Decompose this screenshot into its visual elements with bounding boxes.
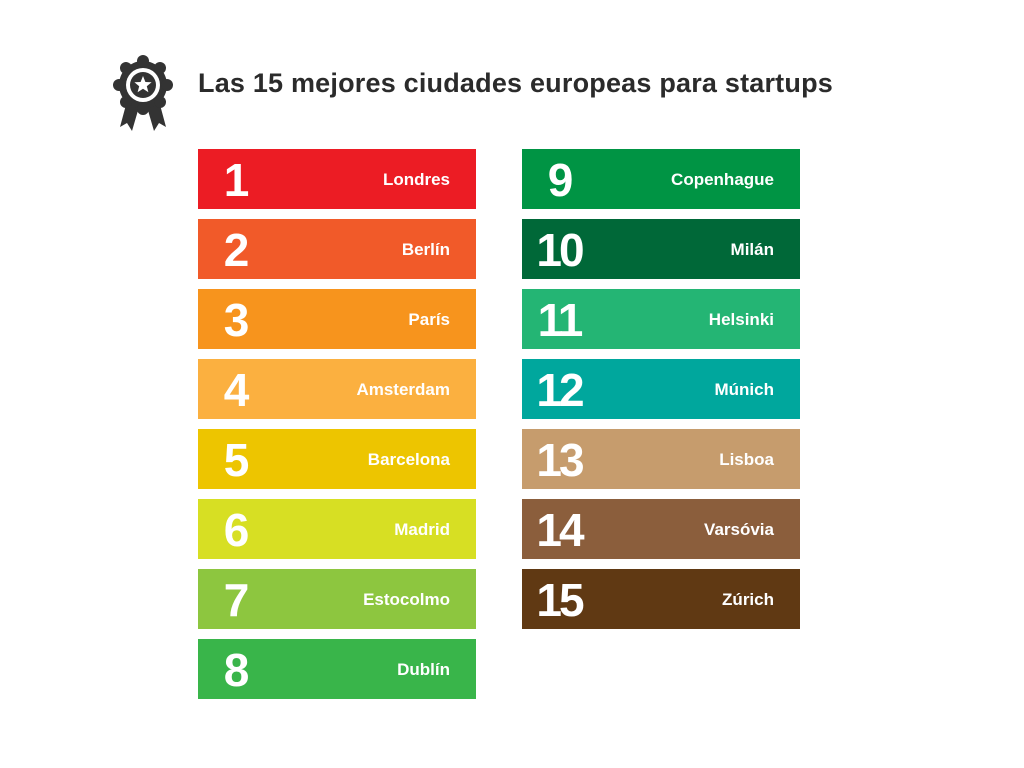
ranking-row: 14 Varsóvia: [522, 499, 800, 559]
ranking-row: 15 Zúrich: [522, 569, 800, 629]
city-name: Múnich: [714, 380, 775, 399]
city-name: Varsóvia: [704, 520, 774, 539]
city-name: Madrid: [394, 520, 450, 539]
rank-number: 15: [536, 574, 584, 626]
ranking-row: 13 Lisboa: [522, 429, 800, 489]
rank-number: 7: [223, 574, 250, 626]
rank-number: 3: [223, 294, 250, 346]
city-name: Helsinki: [708, 310, 774, 329]
rank-number: 4: [223, 364, 250, 416]
city-name: Barcelona: [367, 450, 450, 469]
ranking-row: 8 Dublín: [198, 639, 476, 699]
city-name: Zúrich: [722, 590, 774, 609]
rank-number: 1: [223, 154, 250, 206]
award-badge-icon: [113, 55, 173, 131]
rank-number: 10: [536, 224, 584, 276]
ranking-row: 3 París: [198, 289, 476, 349]
ranking-row: 11 Helsinki: [522, 289, 800, 349]
city-name: Dublín: [397, 660, 450, 679]
city-name: Milán: [730, 240, 774, 259]
rank-number: 5: [223, 434, 250, 486]
ranking-row: 1 Londres: [198, 149, 476, 209]
rank-number: 6: [223, 504, 250, 556]
ranking-row: 12 Múnich: [522, 359, 800, 419]
ranking-row: 4 Amsterdam: [198, 359, 476, 419]
city-name: Copenhague: [671, 170, 774, 189]
ranking-row: 2 Berlín: [198, 219, 476, 279]
city-name: Estocolmo: [363, 590, 450, 609]
rank-number: 9: [547, 154, 574, 206]
ranking-row: 9 Copenhague: [522, 149, 800, 209]
city-name: Lisboa: [719, 450, 774, 469]
ranking-row: 10 Milán: [522, 219, 800, 279]
city-name: París: [408, 310, 450, 329]
ranking-column-left: 1 Londres 2 Berlín 3 París 4 Amsterdam 5 Barcelon…: [198, 149, 476, 709]
city-name: Berlín: [401, 240, 450, 259]
rank-number: 8: [223, 644, 250, 696]
ranking-row: 7 Estocolmo: [198, 569, 476, 629]
rank-number: 12: [536, 364, 584, 416]
ranking-row: 5 Barcelona: [198, 429, 476, 489]
city-name: Londres: [382, 170, 450, 189]
rank-number: 11: [537, 294, 584, 346]
ranking-column-right: 9 Copenhague 10 Milán 11 Helsinki 12 Múnich 13 Li…: [522, 149, 800, 639]
rank-number: 14: [536, 504, 584, 556]
rank-number: 13: [536, 434, 584, 486]
ranking-row: 6 Madrid: [198, 499, 476, 559]
page-title: Las 15 mejores ciudades europeas para st…: [198, 68, 833, 98]
city-name: Amsterdam: [356, 380, 450, 399]
rank-number: 2: [223, 224, 250, 276]
